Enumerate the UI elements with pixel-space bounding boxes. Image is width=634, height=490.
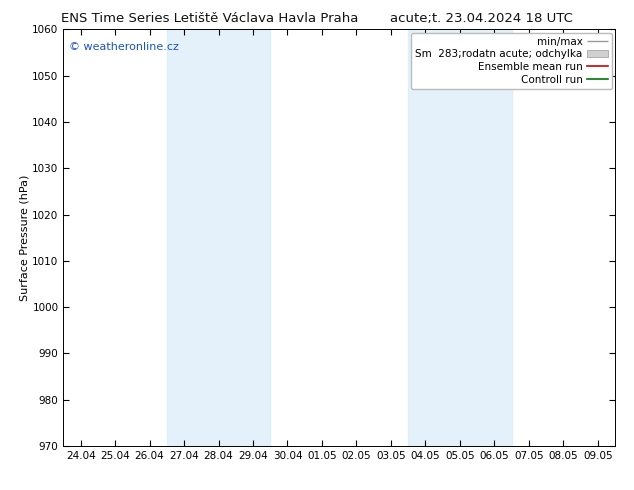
Bar	[167, 29, 270, 446]
Legend: min/max, Sm  283;rodatn acute; odchylka, Ensemble mean run, Controll run: min/max, Sm 283;rodatn acute; odchylka, …	[411, 32, 612, 89]
Text: acute;t. 23.04.2024 18 UTC: acute;t. 23.04.2024 18 UTC	[391, 12, 573, 25]
Bar	[408, 29, 512, 446]
Text: ENS Time Series Letiště Václava Havla Praha: ENS Time Series Letiště Václava Havla Pr…	[60, 12, 358, 25]
Y-axis label: Surface Pressure (hPa): Surface Pressure (hPa)	[20, 174, 30, 301]
Text: © weatheronline.cz: © weatheronline.cz	[69, 42, 179, 52]
